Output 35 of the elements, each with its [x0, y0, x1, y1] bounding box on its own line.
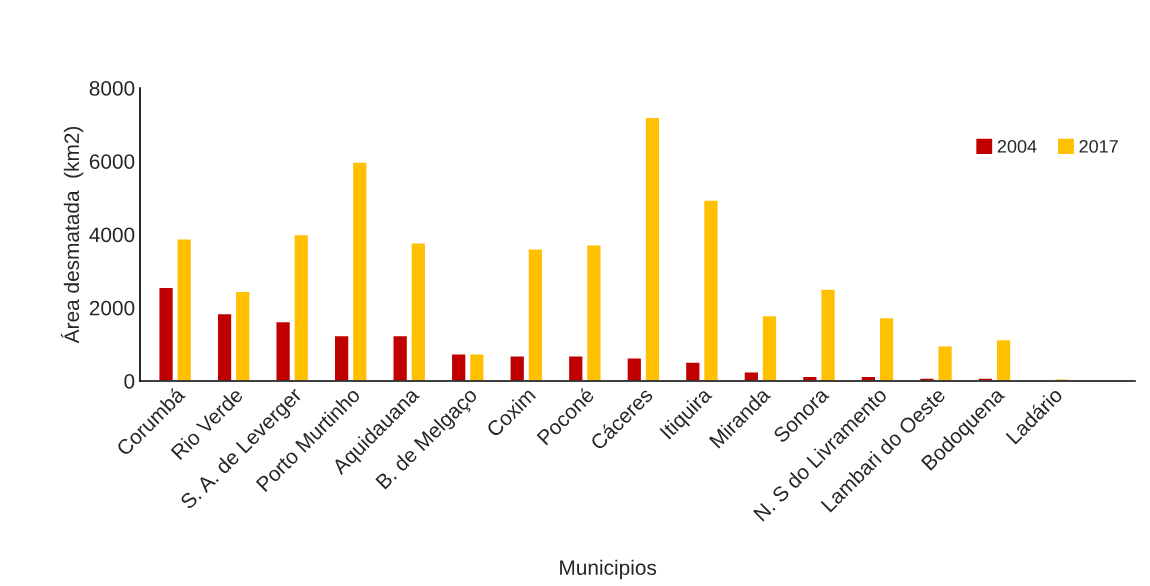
bar — [995, 338, 1012, 381]
bar — [743, 371, 760, 381]
bar — [937, 345, 954, 381]
x-axis-title: Municipios — [560, 559, 657, 580]
bar — [333, 334, 350, 381]
y-tick-label: 2000 — [89, 300, 135, 316]
bar — [878, 316, 895, 381]
y-tick-label: 6000 — [89, 154, 135, 169]
bar — [176, 238, 193, 381]
bar — [820, 288, 837, 381]
bar — [684, 361, 701, 381]
y-tick-label: 8000 — [89, 81, 135, 96]
legend-label: 2017 — [1079, 139, 1118, 153]
bar — [392, 334, 409, 381]
bar — [585, 244, 602, 381]
bar — [234, 290, 251, 381]
bar — [158, 286, 175, 381]
bar — [216, 312, 233, 381]
bar — [468, 353, 485, 381]
y-tick-label: 0 — [124, 374, 135, 389]
bar — [644, 116, 661, 381]
bar — [626, 357, 643, 381]
bar — [509, 355, 526, 381]
bar — [275, 320, 292, 381]
legend-label: 2004 — [997, 139, 1037, 153]
bar — [410, 242, 427, 381]
y-axis-title: Área desmatada (km2) — [60, 126, 84, 344]
bar — [450, 353, 467, 381]
bar — [761, 314, 778, 381]
bar — [293, 233, 310, 381]
y-tick-label: 4000 — [89, 227, 135, 243]
bar — [702, 199, 719, 381]
bar — [351, 161, 368, 381]
bar — [527, 248, 544, 381]
bar — [567, 355, 584, 381]
